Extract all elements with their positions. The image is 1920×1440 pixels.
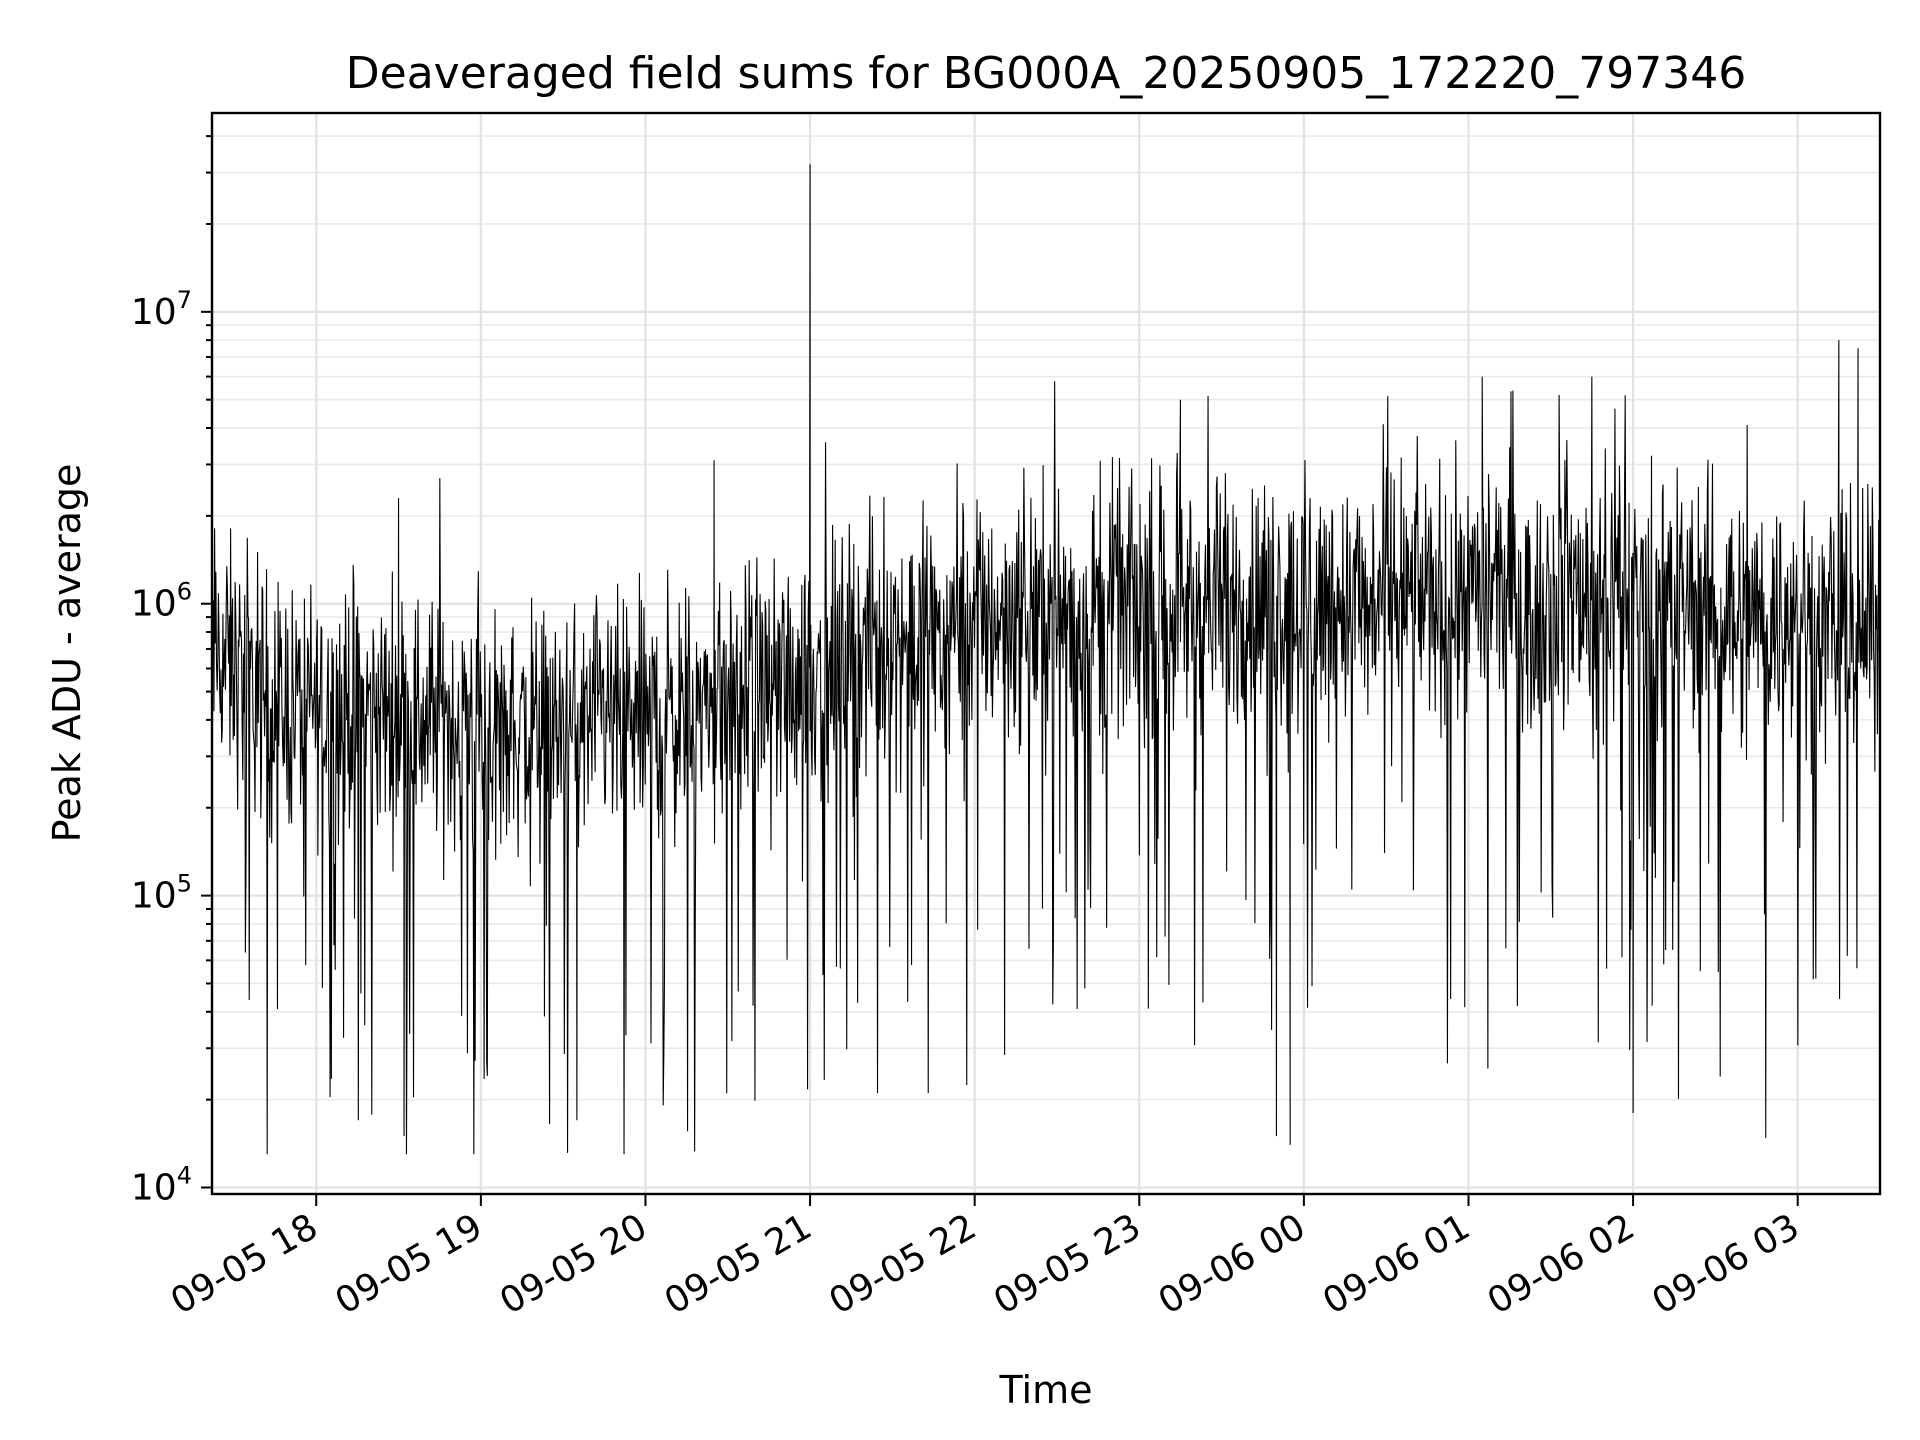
series-line <box>211 164 1881 1155</box>
plot-frame <box>210 111 1882 1196</box>
y-axis: 104 105 106 107 <box>131 135 212 1208</box>
x-axis-label: Time <box>999 1368 1093 1412</box>
y-tick-label: 104 <box>131 1161 192 1208</box>
y-tick-label: 106 <box>131 578 192 625</box>
chart-title: Deaveraged field sums for BG000A_2025090… <box>346 48 1746 99</box>
y-axis-label: Peak ADU - average <box>45 464 89 843</box>
series-layer <box>211 164 1881 1155</box>
y-tick-label: 105 <box>131 870 192 917</box>
grid-layer <box>212 113 1880 1194</box>
y-tick-label: 107 <box>131 286 192 333</box>
